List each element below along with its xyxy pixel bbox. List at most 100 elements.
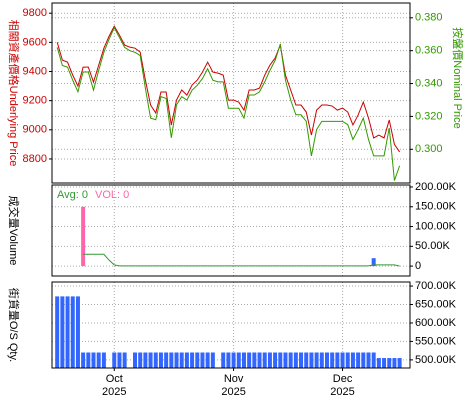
bar [288, 352, 293, 368]
panel-frame [51, 2, 411, 184]
bar [112, 352, 117, 368]
x-tick-label: Dec [333, 373, 353, 385]
bar [195, 352, 200, 368]
bar [236, 352, 241, 368]
y-tick-label: 0.320 [415, 110, 443, 122]
bar [319, 352, 324, 368]
bar [340, 352, 345, 368]
legend-entry: VOL: 0 [95, 189, 129, 201]
bar [241, 352, 246, 368]
bar [70, 296, 75, 368]
bar [309, 352, 314, 368]
y2-axis-label: 按盤價Nominal Price [451, 27, 465, 128]
bar [153, 352, 158, 368]
bar [81, 352, 86, 368]
x-tick-year: 2025 [330, 386, 354, 398]
y-tick-label: 8800 [23, 153, 47, 165]
bar [117, 352, 122, 368]
legend-entry: Avg: 0 [57, 189, 88, 201]
y-tick-label: 200.00K [415, 181, 457, 193]
bar [75, 296, 80, 368]
bar [174, 352, 179, 368]
bar [91, 352, 96, 368]
panel-frame [51, 184, 411, 277]
bar [81, 206, 86, 267]
bar [392, 358, 397, 368]
y-tick-label: 0.300 [415, 143, 443, 155]
bar [299, 352, 304, 368]
bar [143, 352, 148, 368]
bar [376, 358, 381, 368]
bar [184, 352, 189, 368]
bar [278, 352, 283, 368]
bar [267, 352, 272, 368]
bar [262, 352, 267, 368]
bar [361, 352, 366, 368]
bar [283, 352, 288, 368]
bar [324, 352, 329, 368]
y-axis-label: 成交量Volume [7, 196, 21, 266]
bar [382, 358, 387, 368]
y-axis-label: 街貨量O/S Qty. [7, 288, 21, 362]
series-line [56, 26, 401, 181]
bar [226, 352, 231, 368]
x-tick-label: Oct [106, 373, 123, 385]
bar [252, 352, 257, 368]
y-tick-label: 700.00K [415, 280, 457, 292]
bar [179, 352, 184, 368]
y-tick-label: 150.00K [415, 201, 457, 213]
bar [350, 352, 355, 368]
bar [293, 352, 298, 368]
bar [247, 352, 252, 368]
bar [169, 352, 174, 368]
bar [138, 352, 143, 368]
y-tick-label: 9800 [23, 7, 47, 19]
bar [371, 258, 376, 267]
bar [164, 352, 169, 368]
series-line [83, 253, 400, 267]
y-tick-label: 0.380 [415, 12, 443, 24]
bar [345, 352, 350, 368]
bar [96, 352, 101, 368]
y-tick-label: 9400 [23, 65, 47, 77]
bar [210, 352, 215, 368]
bar [55, 296, 60, 368]
bar [273, 352, 278, 368]
bar [158, 352, 163, 368]
y-tick-label: 9000 [23, 124, 47, 136]
x-tick-year: 2025 [102, 386, 126, 398]
bar [371, 352, 376, 368]
y-tick-label: 0.360 [415, 45, 443, 57]
bar [122, 352, 127, 368]
y-tick-label: 0.340 [415, 77, 443, 89]
bar [257, 352, 262, 368]
y-tick-label: 9200 [23, 95, 47, 107]
bar [221, 352, 226, 368]
bar [231, 352, 236, 368]
bar [200, 352, 205, 368]
bar [397, 358, 402, 368]
bar [86, 352, 91, 368]
y-tick-label: 550.00K [415, 335, 457, 347]
series-line [56, 25, 401, 153]
bar [335, 352, 340, 368]
x-tick-label: Nov [224, 373, 244, 385]
bar [330, 352, 335, 368]
y-tick-label: 500.00K [415, 354, 457, 366]
x-tick-year: 2025 [221, 386, 245, 398]
bar [101, 352, 106, 368]
panel-frame [51, 281, 411, 369]
y-tick-label: 0 [415, 260, 421, 272]
bar [304, 352, 309, 368]
bar [60, 296, 65, 368]
bar [366, 352, 371, 368]
bar [65, 296, 70, 368]
bar [148, 352, 153, 368]
bar [314, 352, 319, 368]
bar [387, 358, 392, 368]
y-tick-label: 600.00K [415, 317, 457, 329]
y-tick-label: 50.00K [415, 240, 451, 252]
bar [190, 352, 195, 368]
